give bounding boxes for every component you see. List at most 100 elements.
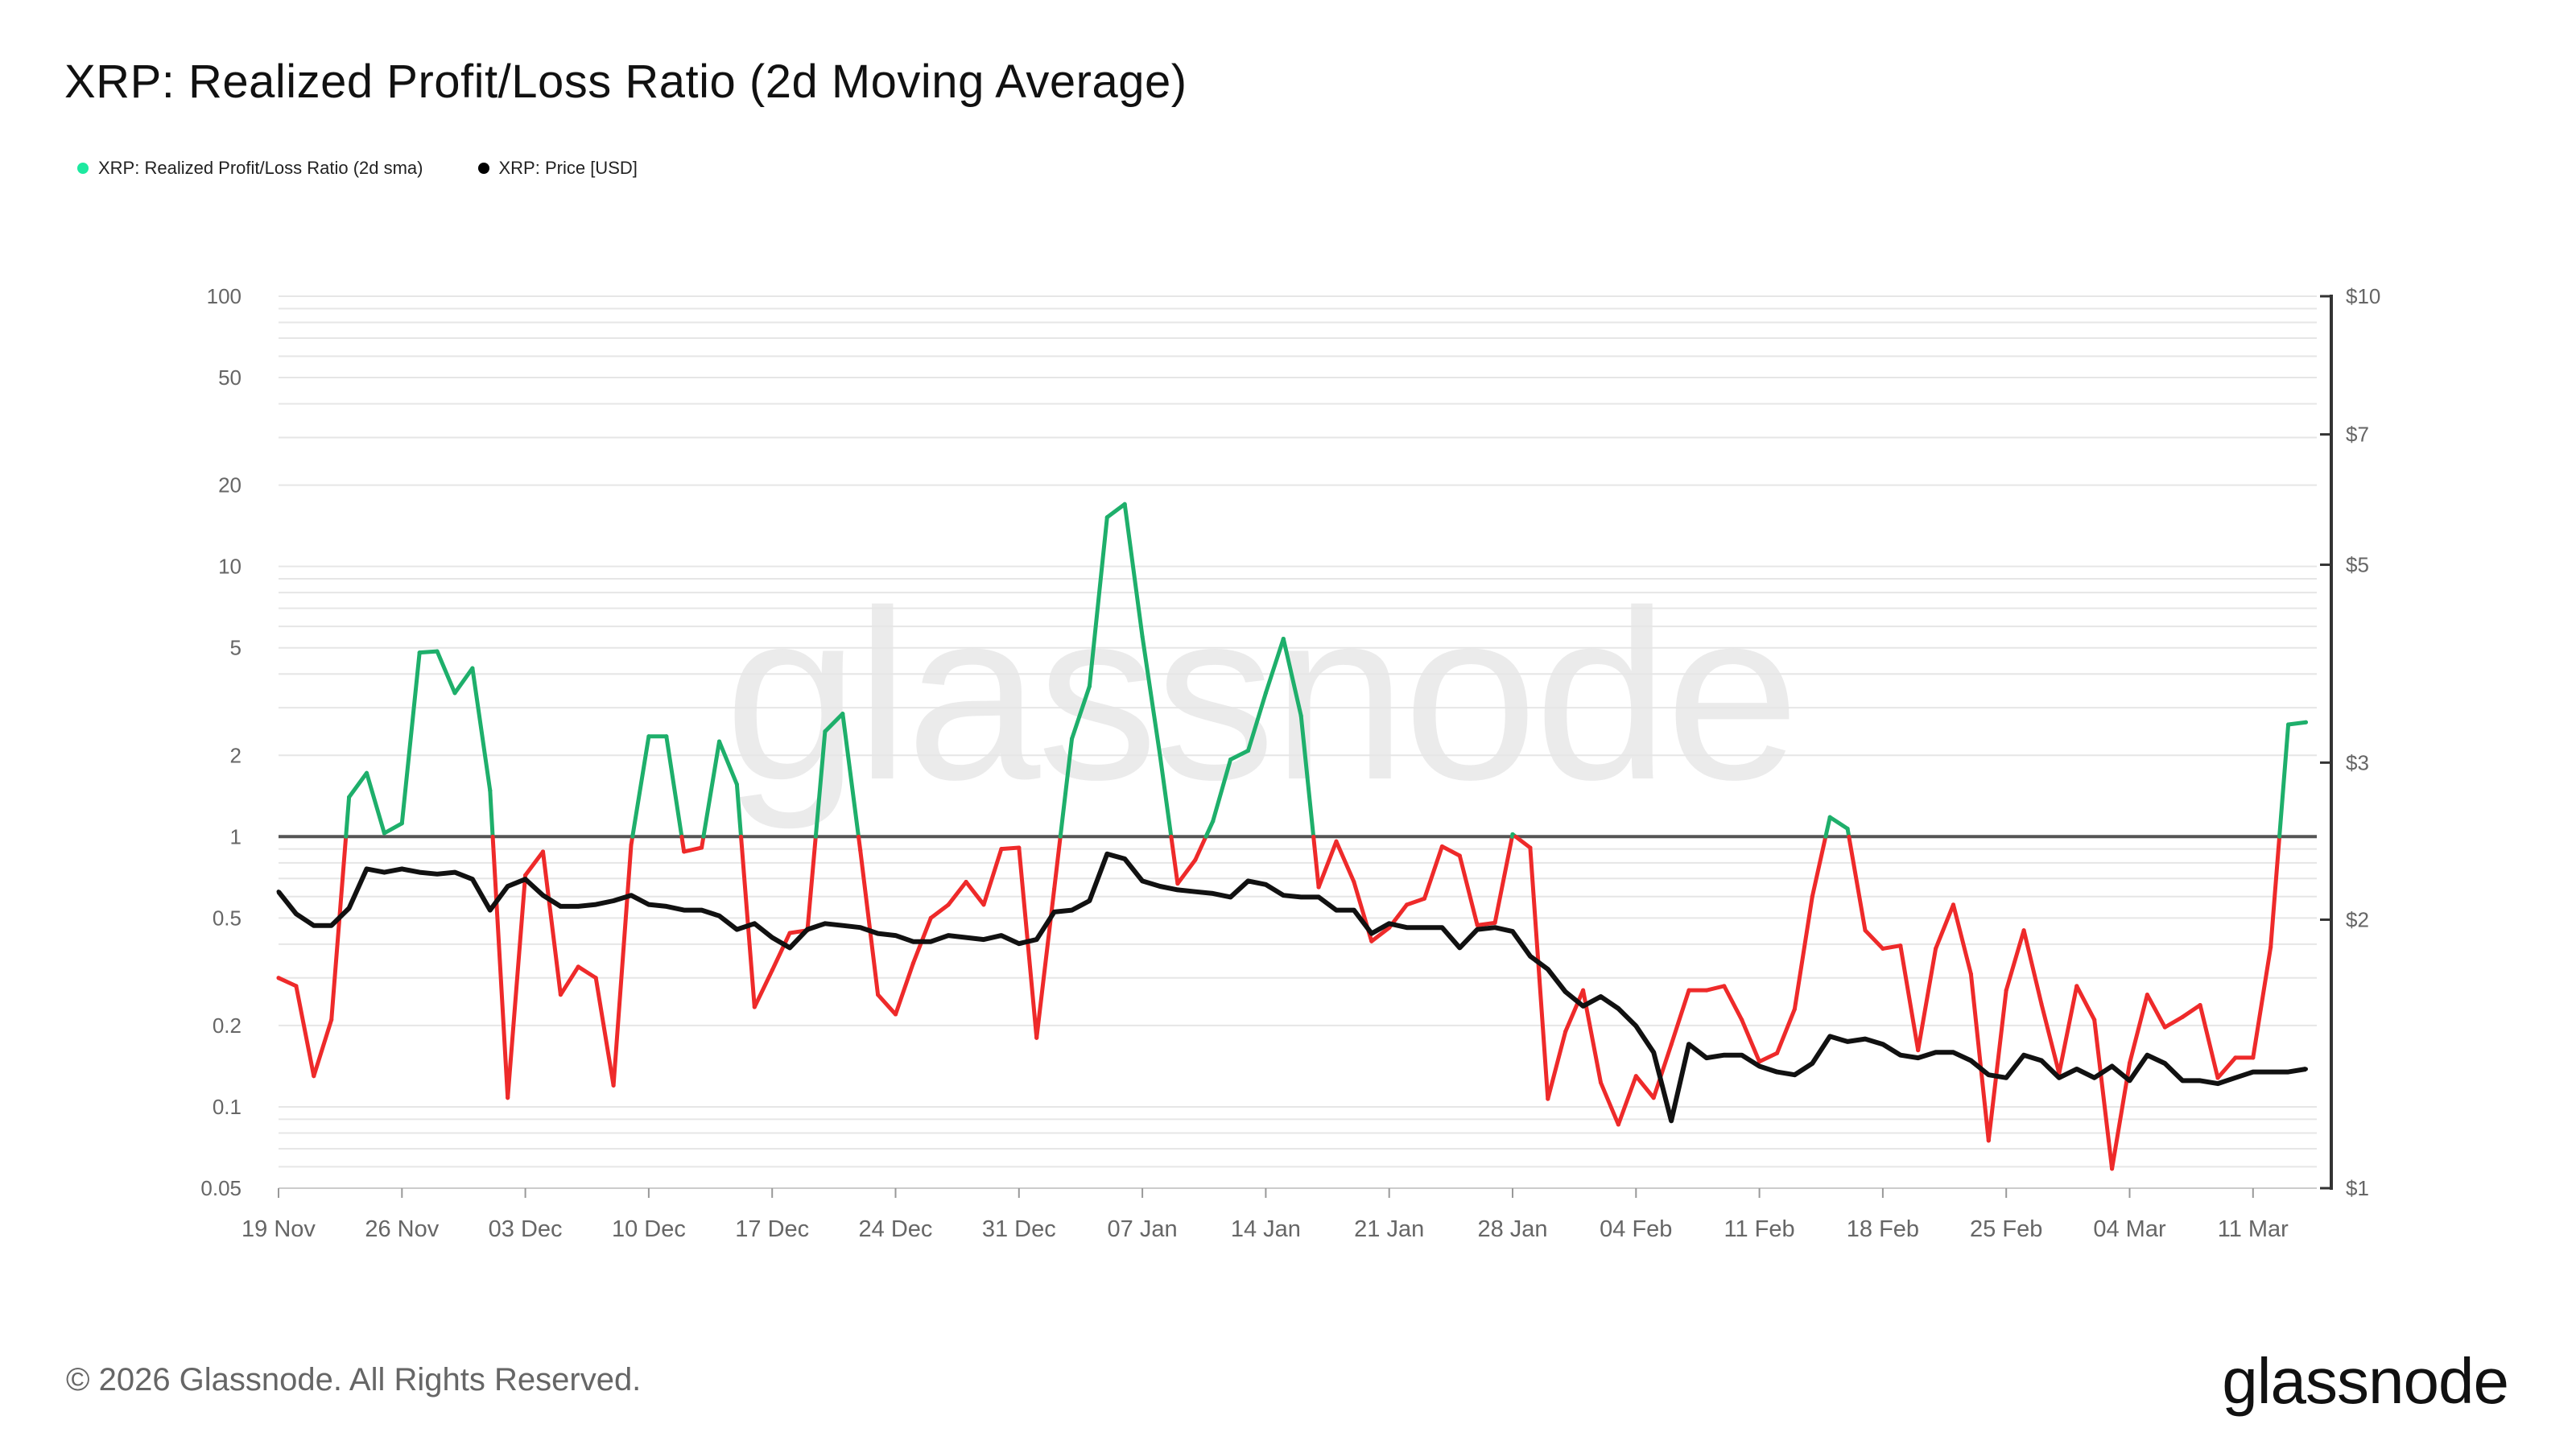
ratio-line-segment: [1823, 815, 1832, 839]
x-tick-label: 04 Mar: [2093, 1216, 2166, 1242]
ratio-line-segment: [1916, 946, 1938, 1053]
price-point: [1246, 878, 1250, 883]
ratio-line-segment: [701, 739, 721, 839]
ratio-line-segment: [365, 770, 386, 836]
price-point: [1070, 908, 1074, 913]
price-point: [700, 908, 704, 913]
price-point: [1845, 1039, 1850, 1044]
price-point: [1387, 921, 1392, 926]
price-point: [894, 933, 898, 938]
ratio-line-segment: [435, 649, 457, 696]
ratio-line-segment: [382, 821, 404, 836]
ratio-line-segment: [1898, 943, 1921, 1053]
x-tick-label: 14 Jan: [1231, 1216, 1301, 1242]
ratio-line-segment: [823, 712, 845, 734]
ratio-line-segment: [1281, 636, 1303, 718]
ratio-line-segment: [2039, 1001, 2062, 1075]
ratio-point: [1792, 1007, 1797, 1012]
price-point: [1704, 1055, 1709, 1060]
legend-item-ratio[interactable]: XRP: Realized Profit/Loss Ratio (2d sma): [77, 158, 423, 179]
ratio-point: [1052, 886, 1057, 891]
ratio-line-segment: [1104, 502, 1127, 520]
ratio-line-segment: [1513, 834, 1533, 850]
ratio-line-segment: [1757, 1051, 1779, 1064]
ratio-point: [876, 993, 881, 997]
ratio-point: [787, 931, 792, 935]
price-point: [2039, 1059, 2044, 1063]
ratio-line-segment: [1810, 834, 1828, 899]
ratio-line-segment: [1863, 928, 1885, 951]
ratio-point: [1158, 753, 1162, 758]
price-point: [1510, 929, 1515, 934]
ratio-point: [593, 976, 598, 980]
price-point: [1034, 937, 1039, 942]
price-point: [611, 898, 616, 903]
ratio-line-segment: [679, 834, 687, 854]
ratio-point: [734, 782, 739, 786]
ratio-point: [1740, 1018, 1744, 1022]
legend-label-ratio: XRP: Realized Profit/Loss Ratio (2d sma): [98, 158, 423, 178]
y-left-tick-label: 0.1: [213, 1095, 242, 1119]
ratio-point: [1599, 1080, 1603, 1085]
ratio-point: [2251, 1055, 2256, 1060]
legend-dot-ratio: [77, 163, 89, 174]
price-point: [1211, 891, 1216, 896]
price-point: [1651, 1050, 1656, 1055]
price-point: [1986, 1072, 1991, 1077]
ratio-line-segment: [1669, 988, 1691, 1047]
ratio-line-segment: [857, 834, 863, 852]
ratio-line-segment: [1228, 749, 1250, 762]
y-right-tick-label: $2: [2346, 907, 2369, 931]
ratio-point: [1510, 832, 1515, 836]
ratio-point: [1563, 1029, 1568, 1034]
price-point: [1104, 852, 1109, 857]
ratio-point: [399, 821, 404, 826]
ratio-point: [946, 902, 951, 907]
x-tick-label: 26 Nov: [365, 1216, 439, 1242]
ratio-point: [1034, 1035, 1039, 1040]
price-point: [876, 931, 881, 936]
price-point: [1898, 1053, 1903, 1058]
price-point: [1334, 908, 1339, 913]
y-left-tick-label: 5: [230, 636, 242, 660]
x-tick-label: 07 Jan: [1108, 1216, 1178, 1242]
price-point: [435, 872, 440, 877]
ratio-point: [1175, 881, 1180, 886]
ratio-line-segment: [1563, 988, 1586, 1034]
ratio-line-segment: [805, 834, 818, 933]
ratio-line-segment: [1475, 920, 1497, 927]
price-point: [470, 877, 475, 881]
ratio-point: [347, 795, 352, 799]
x-tick-label: 21 Jan: [1354, 1216, 1424, 1242]
ratio-line-segment: [2128, 993, 2149, 1066]
ratio-line-segment: [1369, 926, 1392, 943]
ratio-line-segment: [1934, 902, 1955, 951]
price-point: [1916, 1055, 1921, 1060]
ratio-point: [823, 729, 828, 734]
price-point: [1352, 908, 1356, 913]
x-tick-label: 28 Jan: [1477, 1216, 1547, 1242]
price-point: [629, 893, 634, 898]
price-point: [382, 870, 386, 875]
price-point: [1669, 1118, 1674, 1123]
ratio-point: [2092, 1018, 2097, 1022]
price-point: [1422, 925, 1426, 930]
price-point: [946, 933, 951, 938]
ratio-line-segment: [2180, 1003, 2202, 1019]
ratio-line-segment: [717, 739, 739, 786]
ratio-point: [2286, 722, 2291, 727]
ratio-point: [1546, 1096, 1550, 1101]
ratio-point: [1104, 515, 1109, 520]
price-point: [682, 908, 687, 913]
price-point: [1740, 1053, 1744, 1058]
ratio-point: [312, 1074, 316, 1079]
ratio-line-segment: [1599, 1080, 1620, 1127]
ratio-point: [1281, 636, 1286, 641]
ratio-point: [1686, 988, 1691, 993]
legend-item-price[interactable]: XRP: Price [USD]: [477, 158, 638, 179]
price-point: [805, 927, 810, 932]
ratio-point: [329, 1018, 334, 1022]
ratio-point: [2268, 945, 2273, 950]
ratio-point: [417, 650, 422, 655]
price-point: [770, 935, 774, 940]
